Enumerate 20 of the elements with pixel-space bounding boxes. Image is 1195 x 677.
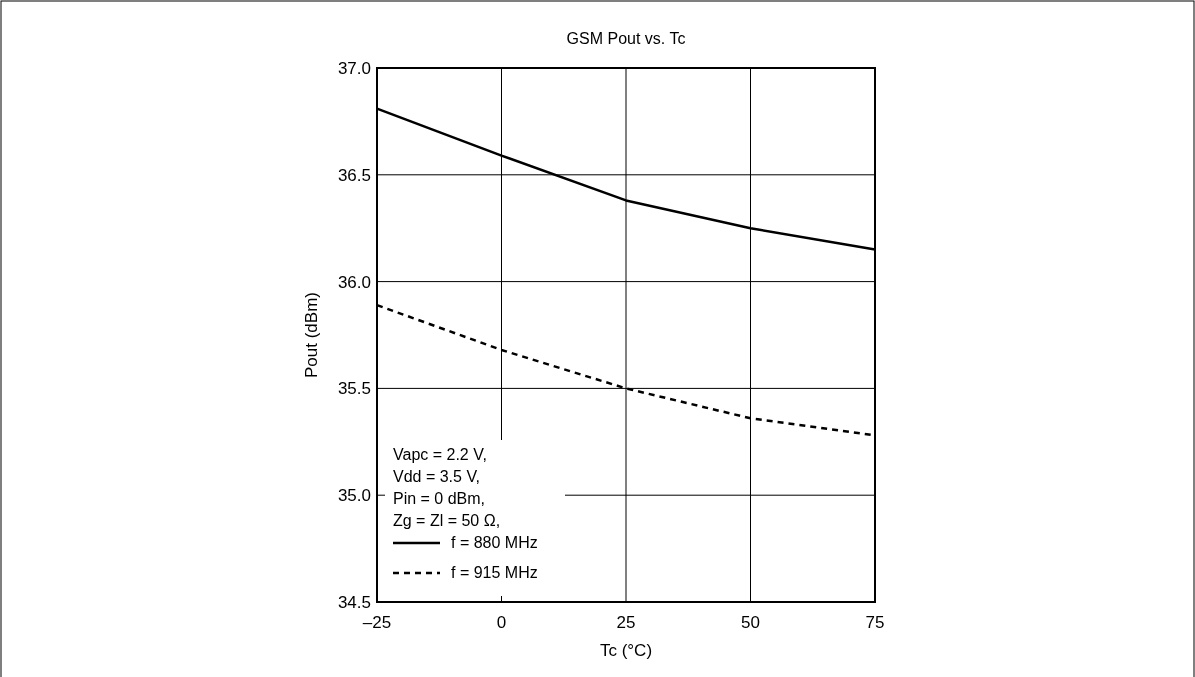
y-tick-label: 36.5: [337, 165, 371, 185]
x-tick-label: 50: [741, 613, 760, 632]
legend-label: f = 915 MHz: [451, 564, 538, 581]
x-tick-label: 75: [865, 613, 885, 632]
annotation: Zg = Zl = 50 Ω,: [393, 512, 501, 529]
annotation: Vdd = 3.5 V,: [393, 468, 481, 485]
x-tick-label: 0: [496, 613, 507, 632]
y-tick-label: 35.5: [337, 379, 371, 399]
x-tick-label: –25: [362, 613, 392, 632]
legend-label: f = 880 MHz: [451, 534, 538, 551]
y-tick-label: 36.0: [337, 272, 371, 292]
x-tick-label: 25: [616, 613, 636, 632]
y-axis-title: Pout (dBm): [302, 292, 321, 378]
chart-title: GSM Pout vs. Tc: [566, 30, 686, 47]
y-tick-label: 35.0: [337, 486, 371, 506]
x-axis-title: Tc (°C): [599, 641, 653, 660]
annotation: Pin = 0 dBm,: [393, 490, 486, 507]
y-tick-label: 34.5: [337, 593, 371, 612]
y-tick-label: 37.0: [337, 59, 371, 78]
annotation: Vapc = 2.2 V,: [393, 446, 487, 463]
